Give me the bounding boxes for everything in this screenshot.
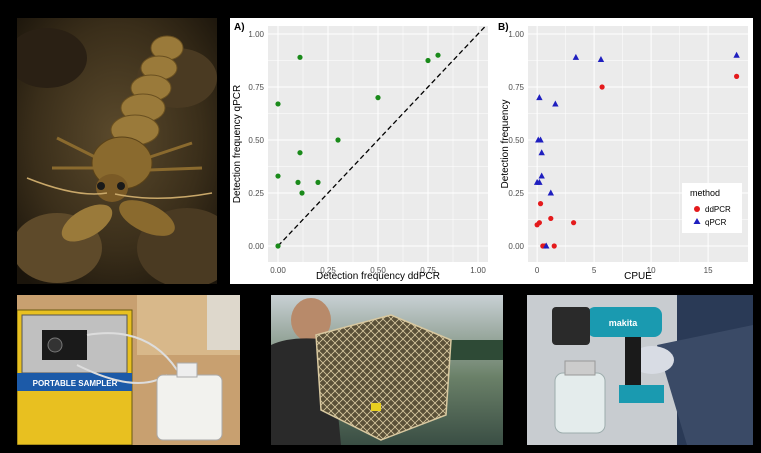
panel-a-point (297, 54, 303, 60)
collection-jug (156, 374, 223, 441)
a-y-tick-label: 0.75 (248, 83, 264, 92)
a-y-tick-label: 0.00 (248, 242, 264, 251)
panel-b-label: B) (498, 22, 509, 33)
a-x-tick-label: 0.00 (270, 266, 286, 275)
filtration-bottle (554, 372, 606, 434)
legend-ddpcr-key (694, 206, 700, 212)
legend-box (682, 183, 742, 233)
panel-a-identity-line (277, 25, 487, 247)
a-x-tick-label: 0.25 (320, 266, 336, 275)
panel-b-qpcr-point (537, 136, 544, 143)
beaker (207, 295, 240, 350)
person-head (291, 298, 331, 342)
panel-a-point (297, 150, 303, 156)
panel-a-point (435, 52, 441, 58)
panel-b-qpcr-point (536, 178, 543, 185)
trap-photo (271, 295, 503, 445)
panel-b-ddpcr-point (537, 201, 544, 207)
panel-b-ddpcr-point (734, 73, 740, 79)
panel-b-qpcr-point (538, 172, 545, 179)
panel-b-qpcr-point (597, 55, 605, 62)
panel-b-y-axis-title: Detection frequency (500, 100, 511, 189)
panel-b-ddpcr-point (548, 215, 554, 222)
a-y-tick-label: 0.25 (248, 189, 264, 198)
panel-a-point (315, 179, 321, 185)
panel-b-ddpcr-point (599, 84, 605, 90)
panel-a-point (295, 179, 301, 185)
charts-svg: 0.00 0.25 0.50 0.75 1.00 0.00 0.25 0.50 0.75 1.0… (230, 18, 753, 284)
legend-title: method (690, 188, 720, 198)
cordless-drill (587, 307, 662, 337)
panel-b-ddpcr-point (570, 220, 577, 226)
panel-a-point (299, 190, 305, 196)
sampler-label: PORTABLE SAMPLER (33, 379, 118, 388)
legend-qpcr-key (693, 218, 701, 224)
panel-a-point (335, 137, 341, 143)
panel-b-legend: method ddPCR qPCR (682, 183, 742, 233)
b-x-tick-label: 5 (592, 266, 597, 275)
sampler-photo: PORTABLE SAMPLER (17, 295, 240, 445)
charts-panel: 0.00 0.25 0.50 0.75 1.00 0.00 0.25 0.50 0.75 1.0… (230, 18, 753, 284)
panel-b-ddpcr-point (551, 243, 557, 249)
panel-b-qpcr-point (733, 51, 740, 58)
drill-filter-photo: makita (527, 295, 753, 445)
panel-a-point (275, 243, 281, 249)
panel-a-label: A) (234, 22, 245, 33)
panel-b-qpcr-point (547, 189, 554, 196)
drill-brand: makita (609, 318, 639, 328)
panel-b-x-axis-title: CPUE (624, 271, 652, 282)
b-x-tick-label: 10 (647, 266, 656, 275)
a-x-tick-label: 0.50 (370, 266, 386, 275)
panel-a-point (425, 57, 431, 64)
panel-a-y-axis-title: Detection frequency qPCR (232, 85, 243, 203)
b-y-tick-label: 0.00 (508, 242, 524, 251)
a-x-tick-label: 0.75 (420, 266, 436, 275)
panel-b-qpcr-point (538, 149, 545, 156)
panel-b-qpcr-point (572, 53, 580, 60)
panel-b-qpcr-point (536, 94, 543, 101)
b-y-tick-label: 1.00 (508, 30, 524, 39)
panel-a-point (275, 173, 281, 179)
b-x-tick-label: 15 (704, 266, 713, 275)
panel-a-point (375, 95, 381, 101)
legend-ddpcr-label: ddPCR (705, 205, 731, 214)
panel-b-qpcr-point (543, 242, 550, 249)
panel-a-x-axis-title: Detection frequency ddPCR (316, 271, 440, 282)
panel-a-point (275, 101, 281, 107)
b-x-tick-label: 0 (535, 266, 540, 275)
crayfish-photo (17, 18, 217, 284)
panel-b-scatter: 0.00 0.25 0.50 0.75 1.00 0 5 10 15 B) CPUE Dete… (498, 22, 748, 282)
b-y-tick-label: 0.25 (508, 189, 524, 198)
b-y-tick-label: 0.75 (508, 83, 524, 92)
a-y-tick-label: 0.50 (248, 136, 264, 145)
panel-a-scatter: 0.00 0.25 0.50 0.75 1.00 0.00 0.25 0.50 0.75 1.0… (232, 22, 488, 282)
b-y-tick-label: 0.50 (508, 136, 524, 145)
person-arm (657, 325, 753, 445)
a-x-tick-label: 1.00 (470, 266, 486, 275)
panel-b-ddpcr-point (536, 220, 542, 226)
legend-qpcr-label: qPCR (705, 218, 727, 227)
panel-b-qpcr-point (552, 100, 559, 107)
a-y-tick-label: 1.00 (248, 30, 264, 39)
